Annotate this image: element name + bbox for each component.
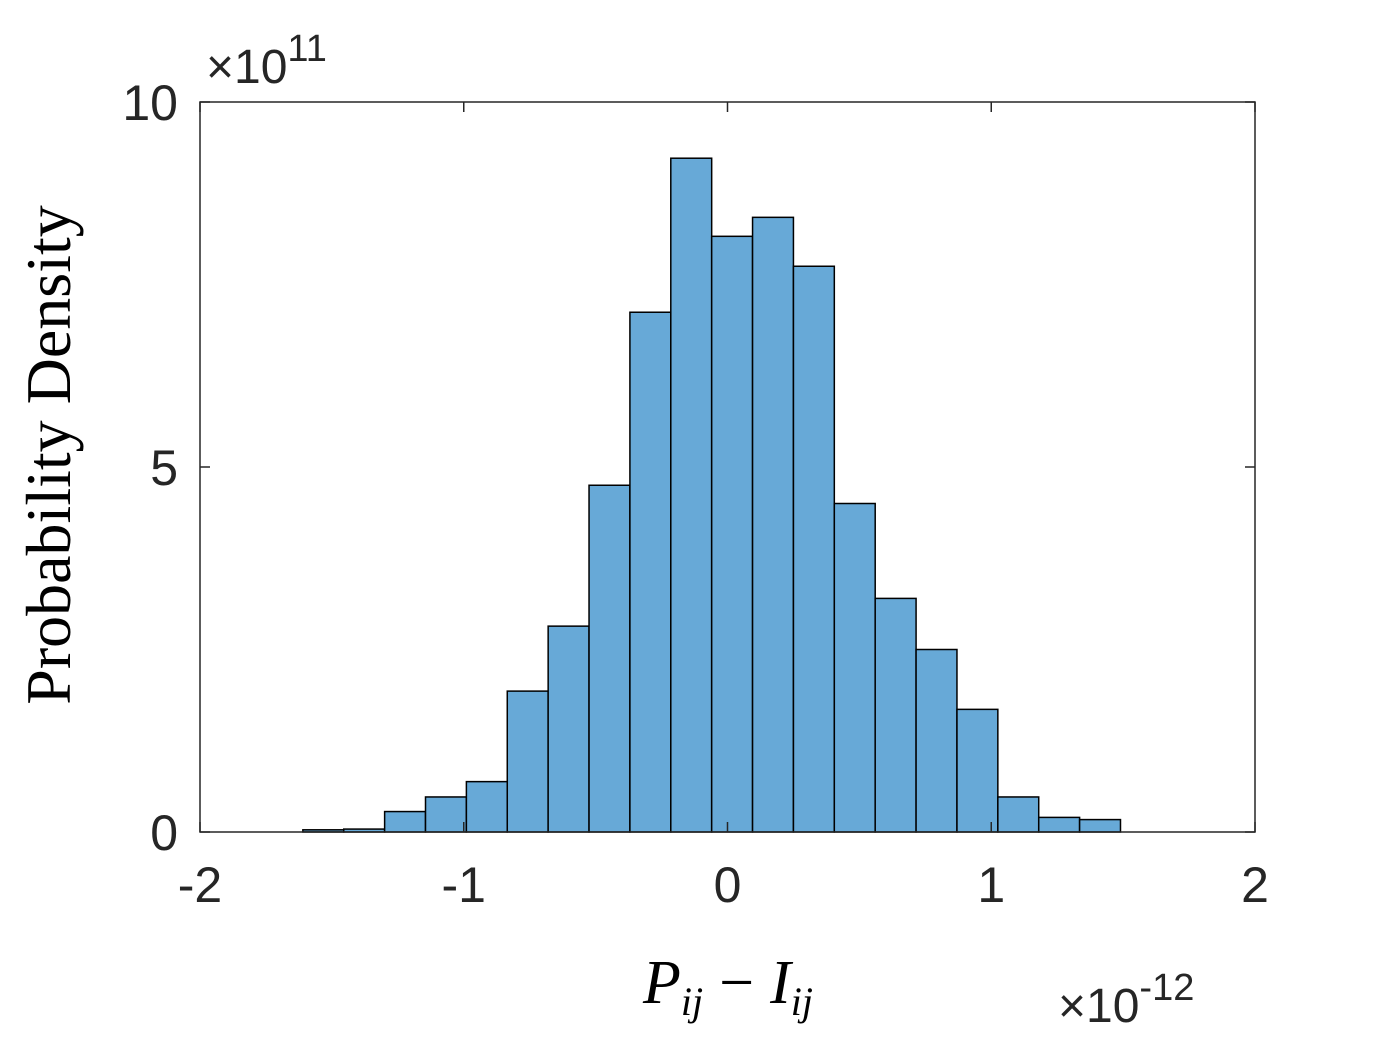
x-exponent-prefix: ×10 xyxy=(1058,980,1139,1033)
x-tick-label: -1 xyxy=(442,857,486,913)
x-tick-label: 0 xyxy=(714,857,742,913)
histogram-bar xyxy=(1078,818,1122,833)
histogram-bar xyxy=(547,625,590,833)
x-tick-label: 2 xyxy=(1241,857,1269,913)
y-axis-exponent: ×1011 xyxy=(206,28,327,94)
histogram-bar xyxy=(833,502,876,833)
histogram-bar xyxy=(506,690,549,833)
x-tick-label: 1 xyxy=(977,857,1005,913)
histogram-bar xyxy=(629,311,672,833)
histogram-bar xyxy=(588,484,631,833)
histogram-bar xyxy=(1037,816,1081,833)
x-title-lhs-sub: ij xyxy=(681,979,703,1024)
axis-ticks xyxy=(199,101,1256,833)
x-title-rhs-base: I xyxy=(769,949,794,1017)
histogram-bar xyxy=(670,157,713,833)
y-exponent-prefix: ×10 xyxy=(206,41,287,94)
histogram-bar xyxy=(997,796,1040,833)
x-title-operator: − xyxy=(719,949,754,1017)
histogram-bar xyxy=(424,796,468,833)
axis-tick-labels: -2 -1 0 1 2 0 5 10 xyxy=(122,75,1269,913)
histogram-bar xyxy=(792,265,836,833)
y-tick-label: 5 xyxy=(150,440,178,496)
y-axis-title: Probability Density xyxy=(13,205,84,705)
x-title-lhs-base: P xyxy=(642,949,681,1017)
histogram-bar xyxy=(751,216,795,833)
y-tick-label: 0 xyxy=(150,805,178,861)
x-title-rhs-sub: ij xyxy=(791,979,813,1024)
histogram-bar xyxy=(956,708,999,833)
histogram-bar xyxy=(710,235,754,833)
y-tick-label: 10 xyxy=(122,75,178,131)
y-exponent-power: 11 xyxy=(287,28,326,70)
x-axis-title: Pij − Iij xyxy=(642,949,813,1024)
x-exponent-power: -12 xyxy=(1139,967,1194,1009)
histogram-bar xyxy=(465,780,509,833)
histogram-bar xyxy=(915,648,958,833)
x-axis-exponent: ×10-12 xyxy=(1058,967,1194,1033)
x-tick-label: -2 xyxy=(178,857,222,913)
histogram-bars xyxy=(302,157,1122,833)
histogram-bar xyxy=(383,810,427,833)
histogram-bar xyxy=(874,597,917,833)
